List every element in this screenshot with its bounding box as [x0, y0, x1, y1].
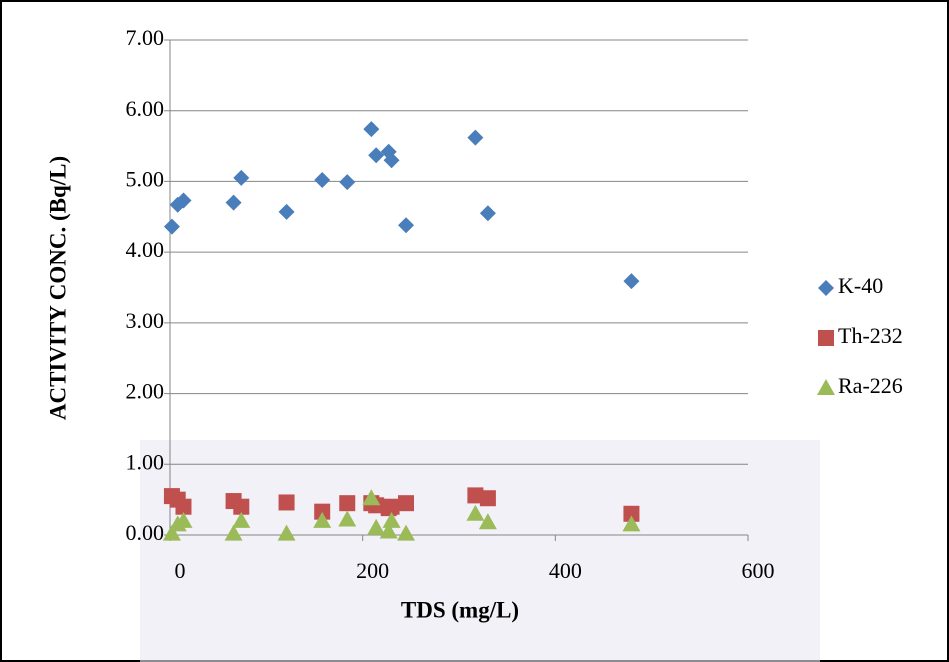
point	[175, 192, 192, 209]
legend-label: Th-232	[838, 323, 903, 348]
point	[623, 273, 640, 290]
point	[314, 172, 331, 189]
x-tick-label: 400	[549, 558, 582, 583]
point	[233, 498, 250, 515]
y-tick-label: 5.00	[126, 166, 165, 191]
y-tick-label: 2.00	[126, 379, 165, 404]
point	[398, 217, 415, 234]
point	[314, 503, 331, 520]
point	[622, 515, 641, 532]
y-tick-label: 6.00	[126, 96, 165, 121]
x-tick-label: 600	[742, 558, 775, 583]
point	[397, 524, 416, 541]
point	[224, 524, 243, 541]
legend-marker	[817, 379, 835, 395]
legend-label: Ra-226	[838, 373, 903, 398]
point	[379, 522, 398, 539]
y-tick-label: 1.00	[126, 449, 165, 474]
x-axis-title: TDS (mg/L)	[401, 597, 519, 622]
y-tick-label: 0.00	[126, 520, 165, 545]
point	[339, 495, 356, 512]
point	[478, 513, 497, 530]
point	[362, 489, 381, 506]
y-tick-label: 3.00	[126, 308, 165, 333]
x-tick-label: 200	[356, 558, 389, 583]
point	[467, 487, 484, 504]
point	[467, 129, 484, 146]
point	[367, 518, 386, 535]
watermark	[140, 440, 820, 662]
point	[368, 147, 385, 164]
point	[225, 194, 242, 211]
point	[313, 511, 332, 528]
point	[162, 524, 181, 541]
point	[466, 504, 485, 521]
point	[383, 498, 400, 515]
point	[174, 511, 193, 528]
legend-label: K-40	[838, 273, 883, 298]
point	[278, 494, 295, 511]
point	[175, 498, 192, 515]
point	[479, 205, 496, 222]
point	[338, 510, 357, 527]
point	[479, 490, 496, 507]
point	[623, 505, 640, 522]
point	[233, 169, 250, 186]
y-tick-label: 7.00	[126, 25, 165, 50]
point	[363, 121, 380, 138]
point	[398, 495, 415, 512]
point	[277, 524, 296, 541]
x-tick-label: 0	[175, 558, 186, 583]
point	[232, 511, 251, 528]
point	[382, 511, 401, 528]
y-axis-title: ACTIVITY CONC. (Bq/L)	[45, 156, 70, 420]
point	[163, 218, 180, 235]
legend-marker	[818, 330, 834, 346]
y-tick-label: 4.00	[126, 237, 165, 262]
point	[383, 152, 400, 169]
point	[339, 174, 356, 191]
point	[278, 203, 295, 220]
legend-marker	[818, 280, 834, 296]
